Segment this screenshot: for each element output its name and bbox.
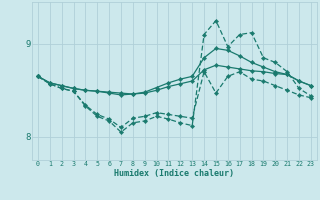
X-axis label: Humidex (Indice chaleur): Humidex (Indice chaleur) <box>115 169 234 178</box>
